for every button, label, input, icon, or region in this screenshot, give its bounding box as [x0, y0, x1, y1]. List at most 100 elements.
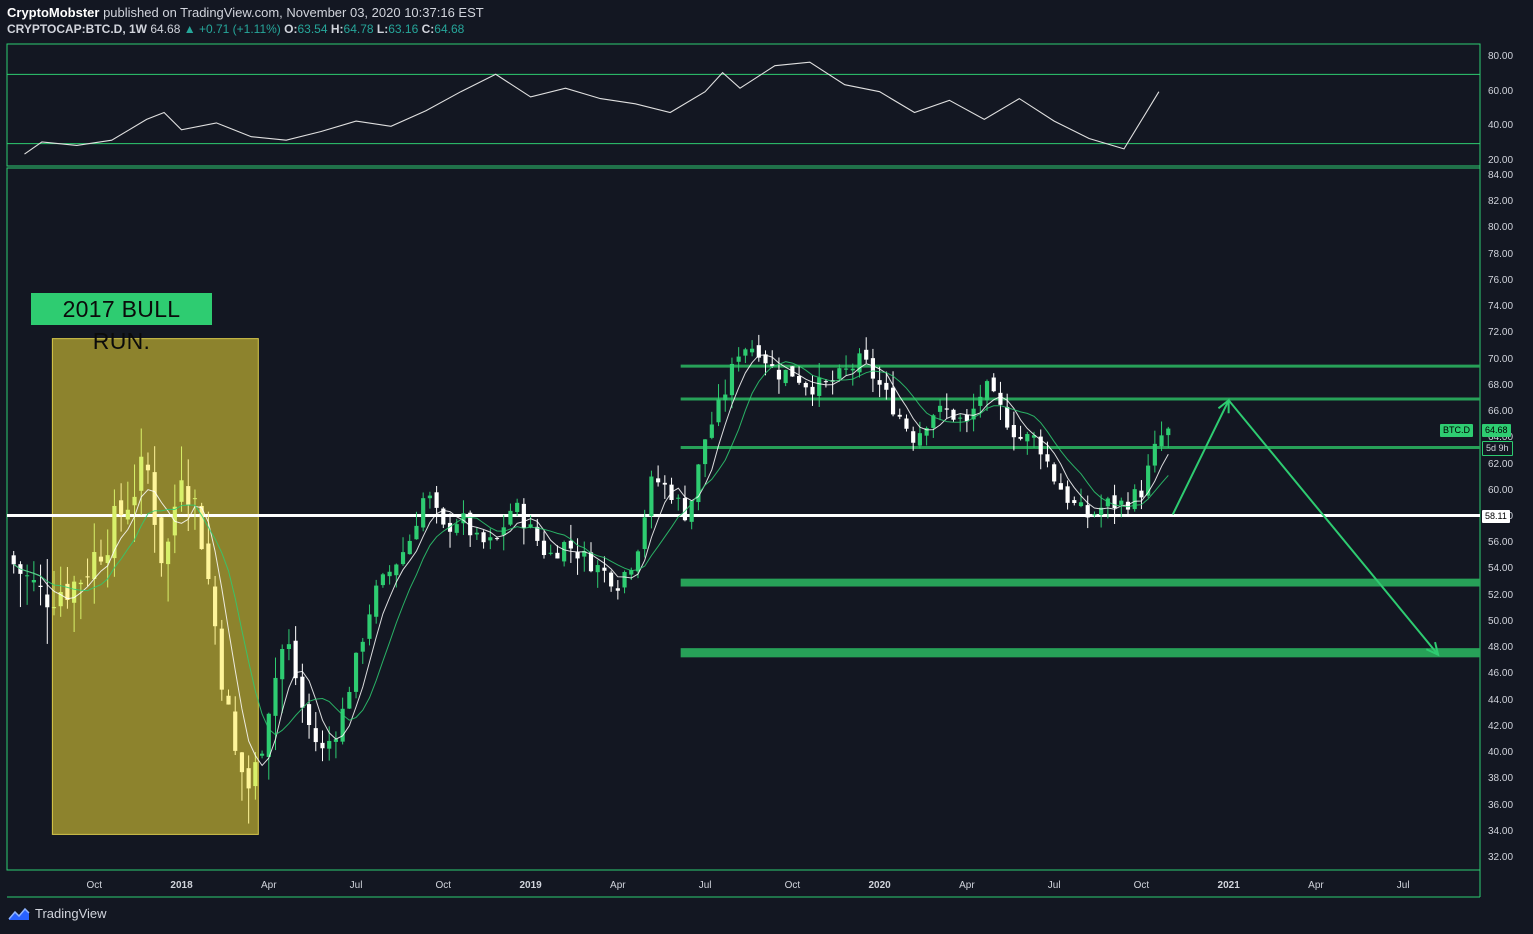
candle-body[interactable] — [293, 640, 298, 679]
candle-body[interactable] — [1058, 483, 1063, 490]
candle-body[interactable] — [427, 495, 432, 499]
candle-body[interactable] — [676, 497, 681, 499]
candle-body[interactable] — [58, 592, 63, 607]
support-zone-1[interactable] — [680, 578, 1480, 587]
candle-body[interactable] — [823, 381, 829, 383]
candle-body[interactable] — [139, 456, 144, 491]
candle-body[interactable] — [1085, 505, 1090, 518]
candle-body[interactable] — [850, 368, 855, 371]
candle-body[interactable] — [192, 498, 198, 500]
candle-body[interactable] — [1146, 465, 1151, 496]
candle-body[interactable] — [1065, 486, 1070, 503]
candle-body[interactable] — [723, 394, 728, 401]
candle-body[interactable] — [159, 517, 164, 564]
candle-body[interactable] — [568, 540, 573, 549]
candle-body[interactable] — [796, 376, 802, 383]
candle-body[interactable] — [239, 752, 245, 773]
candle-body[interactable] — [152, 472, 157, 525]
candle-body[interactable] — [105, 555, 110, 564]
candle-body[interactable] — [119, 500, 124, 516]
candle-body[interactable] — [213, 586, 218, 627]
candle-body[interactable] — [51, 607, 57, 609]
candle-body[interactable] — [1078, 502, 1084, 507]
candle-body[interactable] — [776, 369, 782, 380]
candle-body[interactable] — [971, 408, 976, 420]
candle-body[interactable] — [837, 368, 842, 379]
candle-body[interactable] — [387, 571, 392, 577]
author-name[interactable]: CryptoMobster — [7, 5, 100, 20]
rsi-line[interactable] — [24, 61, 1160, 155]
candle-body[interactable] — [541, 540, 547, 556]
candle-body[interactable] — [488, 537, 493, 541]
candle-body[interactable] — [1038, 436, 1043, 455]
candle-body[interactable] — [924, 428, 929, 436]
candle-body[interactable] — [958, 417, 963, 419]
candle-body[interactable] — [1152, 443, 1157, 466]
candle-body[interactable] — [65, 583, 70, 600]
candle-body[interactable] — [763, 354, 768, 364]
candle-body[interactable] — [709, 424, 714, 438]
candle-body[interactable] — [978, 396, 983, 406]
candle-body[interactable] — [300, 676, 305, 708]
candle-body[interactable] — [803, 382, 808, 388]
candle-body[interactable] — [1112, 495, 1117, 509]
candle-body[interactable] — [25, 575, 30, 577]
candle-body[interactable] — [937, 405, 943, 412]
candle-body[interactable] — [750, 348, 755, 353]
candle-body[interactable] — [917, 433, 922, 446]
candle-body[interactable] — [468, 512, 473, 536]
candle-body[interactable] — [555, 552, 560, 559]
candle-body[interactable] — [434, 492, 439, 508]
candle-body[interactable] — [1166, 428, 1171, 436]
candle-body[interactable] — [367, 614, 372, 639]
candle-body[interactable] — [259, 753, 265, 756]
candle-body[interactable] — [179, 480, 184, 502]
candle-body[interactable] — [991, 377, 996, 392]
candle-body[interactable] — [206, 543, 211, 580]
candle-body[interactable] — [548, 552, 553, 554]
candle-body[interactable] — [125, 509, 130, 520]
candle-body[interactable] — [588, 552, 594, 572]
candle-body[interactable] — [649, 476, 654, 517]
candle-body[interactable] — [864, 349, 869, 360]
candle-body[interactable] — [944, 408, 949, 410]
candle-body[interactable] — [421, 498, 426, 528]
candle-body[interactable] — [964, 414, 969, 422]
candle-body[interactable] — [313, 728, 318, 743]
candle-body[interactable] — [1132, 489, 1137, 510]
candle-body[interactable] — [394, 564, 399, 576]
candle-body[interactable] — [474, 532, 479, 535]
candle-body[interactable] — [1045, 454, 1050, 462]
candle-body[interactable] — [306, 704, 312, 726]
candle-body[interactable] — [494, 538, 500, 540]
candle-body[interactable] — [984, 381, 990, 401]
candle-body[interactable] — [253, 762, 258, 787]
candle-body[interactable] — [1031, 435, 1037, 438]
candle-body[interactable] — [562, 542, 567, 562]
candle-body[interactable] — [629, 570, 634, 575]
candle-body[interactable] — [45, 594, 50, 608]
candle-body[interactable] — [582, 550, 587, 557]
candle-body[interactable] — [998, 392, 1003, 405]
candle-body[interactable] — [783, 369, 788, 384]
candle-body[interactable] — [743, 349, 748, 356]
candle-body[interactable] — [729, 363, 735, 396]
candle-body[interactable] — [736, 356, 741, 362]
candle-body[interactable] — [280, 648, 285, 680]
candle-body[interactable] — [595, 565, 600, 573]
candle-body[interactable] — [38, 585, 43, 587]
candle-body[interactable] — [622, 571, 627, 588]
candle-body[interactable] — [380, 574, 385, 586]
candle-body[interactable] — [360, 641, 365, 652]
candle-body[interactable] — [884, 382, 889, 390]
candle-body[interactable] — [78, 582, 83, 585]
candle-body[interactable] — [347, 691, 352, 709]
candle-body[interactable] — [810, 386, 815, 395]
candle-body[interactable] — [911, 431, 916, 443]
candle-body[interactable] — [515, 502, 520, 512]
candle-body[interactable] — [233, 711, 238, 751]
candle-body[interactable] — [132, 496, 137, 506]
candle-body[interactable] — [1025, 434, 1030, 442]
candle-body[interactable] — [374, 585, 379, 617]
